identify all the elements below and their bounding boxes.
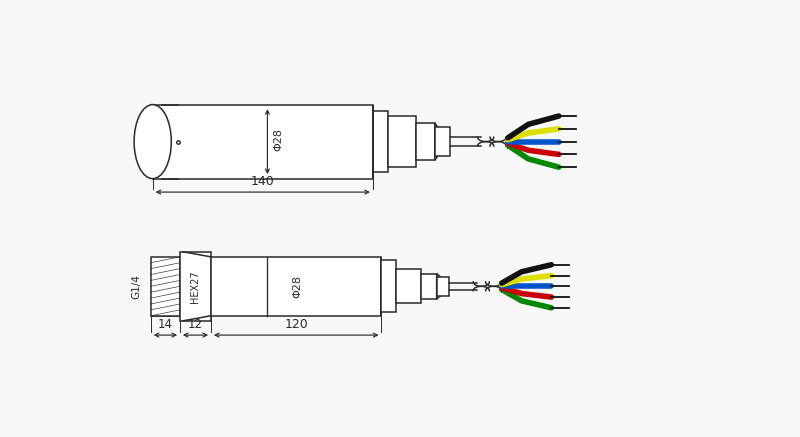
Text: 14: 14 (158, 318, 173, 331)
Bar (435, 127, 450, 156)
Ellipse shape (134, 104, 171, 179)
Text: 120: 120 (284, 318, 308, 331)
Polygon shape (437, 274, 442, 299)
Text: 12: 12 (188, 318, 203, 331)
Text: Φ28: Φ28 (274, 128, 284, 152)
Bar (437, 277, 449, 296)
Bar (153, 104, 373, 179)
Bar (373, 111, 388, 172)
Bar (151, 257, 180, 316)
Bar (421, 274, 437, 299)
Bar (416, 123, 435, 160)
Text: HEX27: HEX27 (190, 270, 201, 302)
Text: Φ28: Φ28 (292, 275, 302, 298)
Polygon shape (435, 123, 441, 160)
Bar (396, 270, 421, 303)
Bar (211, 257, 382, 316)
Text: G1/4: G1/4 (131, 274, 141, 299)
Bar (180, 252, 211, 321)
Text: 140: 140 (251, 175, 274, 188)
Bar (388, 116, 416, 167)
Bar (382, 260, 396, 312)
